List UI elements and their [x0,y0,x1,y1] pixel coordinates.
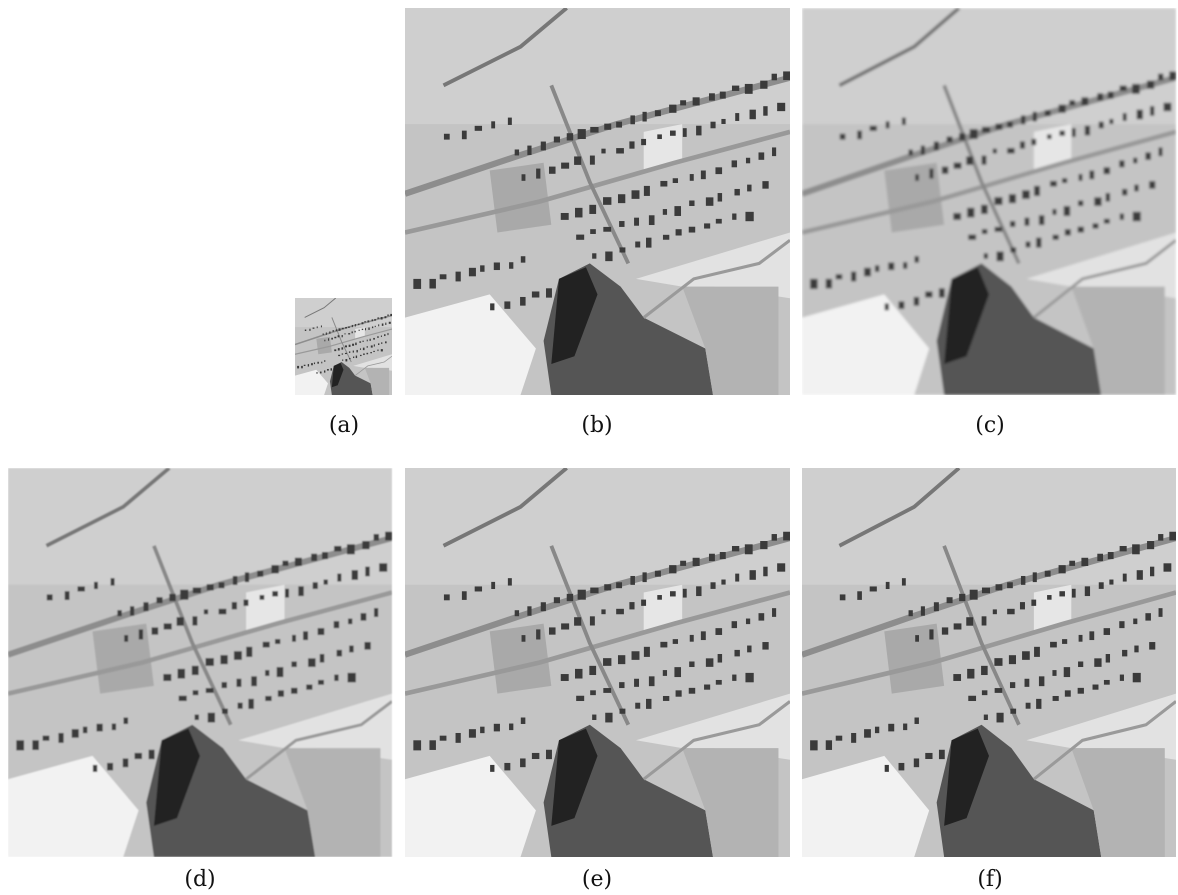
image-f [802,468,1176,857]
panel-b [405,8,790,395]
panel-f [802,468,1176,857]
page: (a) (b) (c) (d) (e) (f) (() => { const d… [0,0,1178,895]
panel-a [295,298,392,395]
caption: (b) [581,413,612,438]
image-b [405,8,790,395]
caption: (e) [582,867,612,892]
image-e [405,468,790,857]
caption: (c) [975,413,1005,438]
figure: (a) (b) (c) (d) (e) (f) [0,0,1178,895]
panel-e [405,468,790,857]
image-d [8,468,392,857]
panel-c [802,8,1176,395]
panel-d [8,468,392,857]
caption: (a) [329,413,359,438]
caption: (d) [184,867,215,892]
caption: (f) [977,867,1002,892]
image-a [295,298,392,395]
image-c [802,8,1176,395]
